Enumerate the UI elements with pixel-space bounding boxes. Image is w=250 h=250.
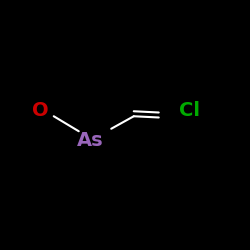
- Text: Cl: Cl: [180, 100, 201, 119]
- Text: As: As: [77, 130, 103, 150]
- Text: O: O: [32, 100, 48, 119]
